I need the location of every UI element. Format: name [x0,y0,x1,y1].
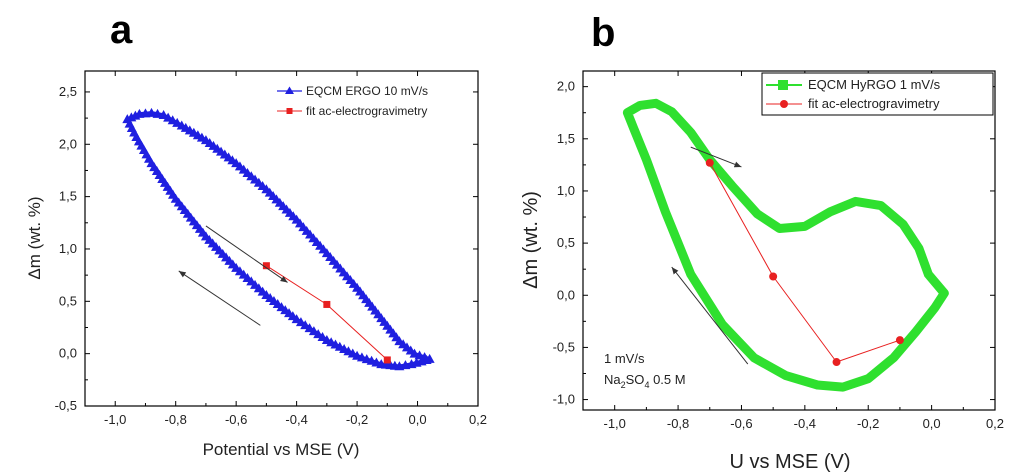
panel-b-series-layer [622,98,949,392]
fit-point [895,336,904,345]
panel-b-legend-marker-1 [780,100,788,108]
panel-a-arrows [178,225,288,326]
series-1-line [709,162,901,363]
y-tick-label: -1,0 [553,392,575,407]
fit-point [323,300,331,308]
panel-b-plot-frame [582,70,996,411]
x-tick-label: -0,8 [164,412,186,427]
y-tick-label: 1,0 [59,241,77,256]
x-tick-label: -0,2 [346,412,368,427]
panel-a-legend-marker-1 [286,108,293,114]
fit-point [262,262,270,270]
y-tick-label: 0,0 [557,287,575,302]
series-0-marker [317,332,328,342]
x-tick-label: 0,0 [923,416,941,431]
y-tick-label: 1,0 [557,183,575,198]
y-tick-label: 2,5 [59,84,77,99]
panel-a-legend-marker-0 [285,86,294,94]
panel-a-legend: EQCM ERGO 10 mV/s fit ac-electrogravimet… [277,84,428,118]
annotation-so: SO [626,372,645,387]
direction-arrow-1 [178,270,261,326]
direction-arrow-1 [671,266,749,365]
fit-point [769,272,778,281]
panel-a-ticks: -1,0 -0,8 -0,6 -0,4 -0,2 0,0 0,2 -0,5 0,0 0,5 1,0 1… [55,71,487,427]
y-tick-label: -0,5 [553,339,575,354]
x-tick-label: -0,2 [857,416,879,431]
panel-b-annotation: 1 mV/s Na2SO4 0.5 M [604,351,686,390]
x-tick-label: -0,4 [285,412,307,427]
y-tick-label: 0,5 [59,293,77,308]
x-tick-label: -1,0 [603,416,625,431]
annotation-na: Na [604,372,621,387]
x-tick-label: -0,6 [225,412,247,427]
x-tick-label: 0,2 [986,416,1004,431]
panel-b-ticks: -1,0 -0,8 -0,6 -0,4 -0,2 0,0 0,2 -1,0 -0,5 0,0 0,5… [553,71,1004,431]
direction-arrow-0 [690,146,742,168]
x-tick-label: -0,6 [730,416,752,431]
series-0-marker [304,323,315,333]
fit-point [832,358,841,367]
panel-b-legend-label-0: EQCM HyRGO 1 mV/s [808,77,941,92]
panel-a-legend-label-1: fit ac-electrogravimetry [306,104,427,118]
series-0-marker [308,326,319,336]
series-0-marker [321,335,332,345]
panel-a-x-axis-label: Potential vs MSE (V) [203,440,360,459]
panel-b-letter: b [591,11,615,55]
panel-b-arrows [671,146,749,365]
x-tick-label: 0,2 [469,412,487,427]
series-0-marker [152,108,163,118]
series-0-marker [295,317,306,327]
panel-a-plot-frame [84,70,479,407]
panel-b-legend: EQCM HyRGO 1 mV/s fit ac-electrogravimet… [761,72,994,116]
fit-point [383,356,391,364]
series-0-line [622,98,949,392]
fit-point [705,158,714,167]
series-0-marker [300,320,311,330]
panel-b-legend-label-1: fit ac-electrogravimetry [808,96,940,111]
panel-b-y-axis-label: Δm (wt. %) [520,191,542,289]
x-tick-label: -1,0 [104,412,126,427]
y-tick-label: -0,5 [55,398,77,413]
panel-a-letter: a [110,8,133,52]
series-0-marker [313,329,324,339]
annotation-sub-2: 2 [621,380,626,390]
panel-b: b -1,0 -0,8 -0,6 -0,4 -0,2 0,0 0,2 -1,0 -0,5 0,0 0… [520,11,1004,473]
series-0-marker [146,107,157,117]
panel-a: a -1,0 -0,8 -0,6 -0,4 -0,2 0,0 0,2 -0,5 0,0 0,5 1,… [25,8,487,459]
annotation-conc: 0.5 M [649,372,685,387]
y-tick-label: 1,5 [557,131,575,146]
panel-b-x-axis-label: U vs MSE (V) [729,451,850,473]
direction-arrow-0 [205,225,288,283]
panel-b-annotation-electrolyte: Na2SO4 0.5 M [604,372,686,390]
panel-a-y-axis-label: Δm (wt. %) [25,196,44,279]
panel-b-legend-marker-0 [778,80,788,90]
annotation-sub-4: 4 [644,380,649,390]
x-tick-label: -0,8 [667,416,689,431]
y-tick-label: 0,0 [59,346,77,361]
panel-b-annotation-rate: 1 mV/s [604,351,645,366]
y-tick-label: 2,0 [557,79,575,94]
panel-a-series-layer [122,107,435,371]
series-0-marker [124,118,135,128]
series-0-marker [400,360,411,370]
panel-a-legend-label-0: EQCM ERGO 10 mV/s [306,84,428,98]
x-tick-label: 0,0 [408,412,426,427]
y-tick-label: 0,5 [557,235,575,250]
panel-b-legend-box [761,72,994,116]
x-tick-label: -0,4 [794,416,816,431]
series-0-marker [406,359,417,369]
y-tick-label: 1,5 [59,189,77,204]
y-tick-label: 2,0 [59,136,77,151]
